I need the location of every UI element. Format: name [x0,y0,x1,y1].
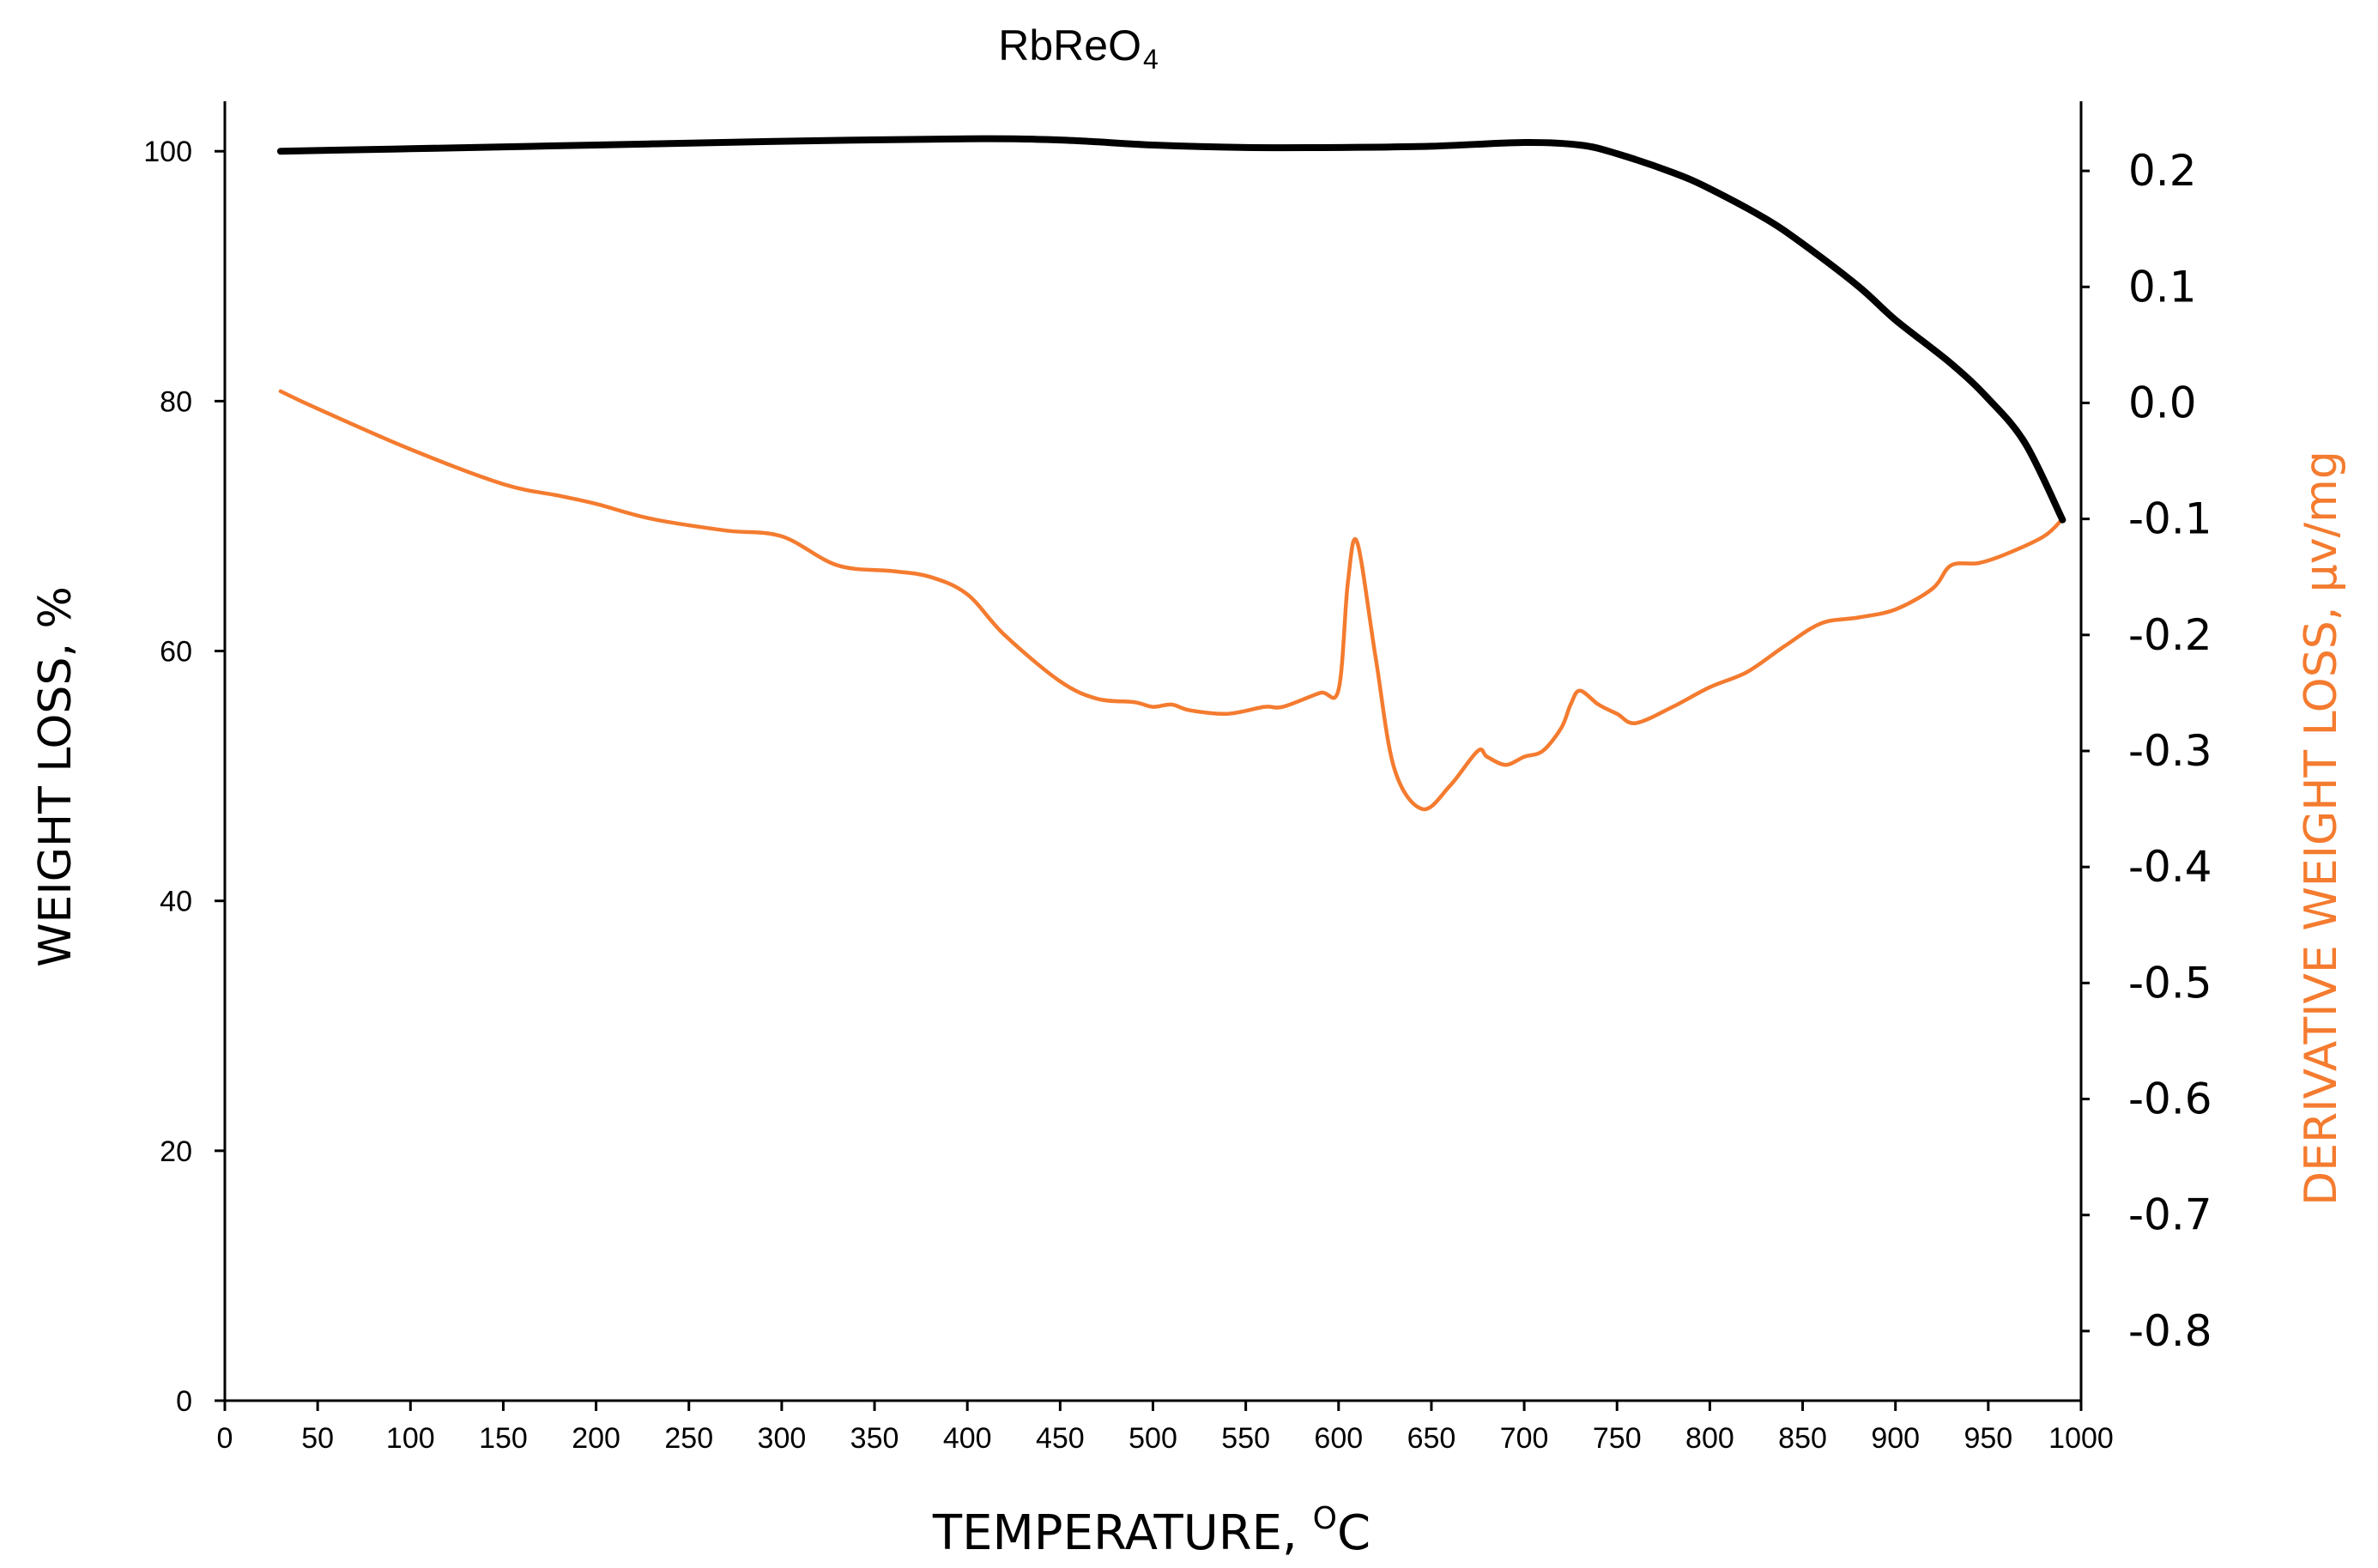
x-tick-label: 650 [1407,1422,1456,1455]
y-right-tick-label: -0.5 [2128,958,2212,1008]
y-right-tick-label: -0.3 [2128,726,2212,776]
x-tick-label: 200 [572,1422,620,1455]
y-right-tick-label: -0.8 [2128,1306,2212,1356]
x-axis-ticks: 0 50 100 150 200 250 300 350 400 450 500 550 600 650 7… [217,1401,2114,1455]
chart-title: RbReO [998,21,1141,70]
x-tick-label: 750 [1593,1422,1642,1455]
x-tick-label: 50 [301,1422,334,1455]
x-tick-label: 900 [1871,1422,1920,1455]
y-left-tick-label: 0 [176,1385,192,1418]
y-axis-left-label: WEIGHT LOSS, % [30,586,82,967]
y-right-tick-label: 0.1 [2128,262,2197,312]
x-tick-label: 450 [1036,1422,1085,1455]
x-tick-label: 700 [1500,1422,1549,1455]
y-right-tick-label: -0.2 [2128,610,2212,660]
y-right-tick-label: -0.1 [2128,494,2212,544]
x-tick-label: 800 [1685,1422,1734,1455]
y-left-tick-label: 40 [160,886,192,918]
x-tick-label: 100 [386,1422,435,1455]
x-tick-label: 1000 [2048,1422,2114,1455]
y-left-tick-label: 80 [160,385,192,418]
x-axis-label: TEMPERATURE, OC [932,1501,1371,1561]
y-left-tick-label: 100 [143,136,192,168]
x-axis-label-degree: O [1313,1501,1337,1536]
x-tick-label: 0 [217,1422,233,1455]
x-tick-label: 300 [758,1422,807,1455]
x-axis-label-text: TEMPERATURE, [932,1505,1313,1561]
left-axis-ticks: 0 20 40 60 80 100 [143,136,225,1418]
x-tick-label: 550 [1221,1422,1270,1455]
y-axis-right-label: DERIVATIVE WEIGHT LOSS, µv/mg [2296,451,2347,1206]
y-left-tick-label: 20 [160,1135,192,1168]
x-tick-label: 600 [1314,1422,1363,1455]
y-right-tick-label: -0.6 [2128,1075,2212,1124]
y-right-tick-label: 0.0 [2128,378,2197,427]
y-right-tick-label: -0.7 [2128,1190,2212,1240]
x-tick-label: 350 [850,1422,899,1455]
x-tick-label: 950 [1964,1422,2012,1455]
chart-title-subscript: 4 [1143,44,1159,75]
y-left-tick-label: 60 [160,636,192,669]
x-tick-label: 250 [664,1422,713,1455]
weight-loss-line [276,135,2066,524]
right-axis-ticks: 0.2 0.1 0.0 -0.1 -0.2 -0.3 -0.4 -0.5 -0.6 -0.7 -0.… [2081,146,2212,1356]
derivative-weight-loss-line [278,389,2065,812]
x-tick-label: 400 [943,1422,992,1455]
x-tick-label: 500 [1128,1422,1177,1455]
y-right-tick-label: -0.4 [2128,842,2212,892]
x-tick-label: 150 [479,1422,528,1455]
y-right-tick-label: 0.2 [2128,146,2197,196]
x-tick-label: 850 [1778,1422,1827,1455]
x-axis-label-unit: C [1337,1505,1371,1561]
